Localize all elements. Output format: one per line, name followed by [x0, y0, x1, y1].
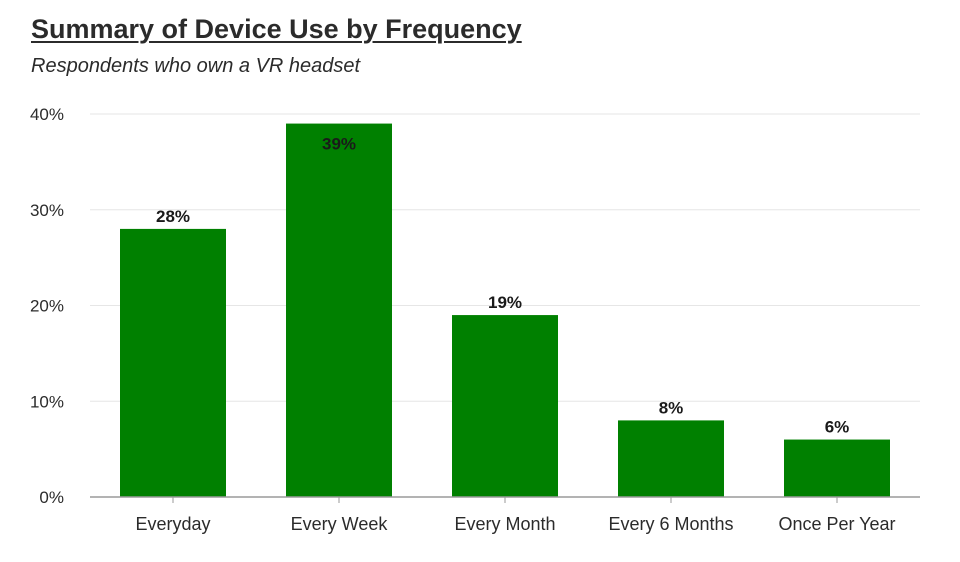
- x-axis: [90, 496, 920, 503]
- x-category-label: Once Per Year: [778, 514, 895, 534]
- chart-subtitle: Respondents who own a VR headset: [31, 55, 361, 77]
- y-axis-ticks: 0% 10% 20% 30% 40%: [30, 105, 64, 507]
- y-tick-label: 40%: [30, 105, 64, 124]
- bar-data-label: 8%: [659, 398, 684, 417]
- y-tick-label: 10%: [30, 392, 64, 411]
- bar-data-label: 6%: [825, 418, 850, 437]
- bar: [286, 123, 392, 497]
- x-category-label: Everyday: [135, 514, 210, 534]
- y-tick-label: 0%: [39, 488, 64, 507]
- bar: [618, 420, 724, 497]
- data-labels: 28% 39% 19% 8% 6%: [156, 135, 849, 437]
- chart-title: Summary of Device Use by Frequency: [31, 14, 522, 44]
- y-tick-label: 30%: [30, 201, 64, 220]
- bars: [120, 123, 890, 497]
- bar: [784, 439, 890, 497]
- x-category-label: Every Month: [454, 514, 555, 534]
- x-category-label: Every Week: [291, 514, 389, 534]
- bar: [120, 228, 226, 497]
- bar-data-label: 28%: [156, 207, 190, 226]
- bar-data-label: 39%: [322, 135, 356, 154]
- y-tick-label: 20%: [30, 297, 64, 316]
- bar: [452, 315, 558, 497]
- x-axis-categories: Everyday Every Week Every Month Every 6 Mon…: [135, 514, 895, 534]
- bar-data-label: 19%: [488, 293, 522, 312]
- x-category-label: Every 6 Months: [608, 514, 733, 534]
